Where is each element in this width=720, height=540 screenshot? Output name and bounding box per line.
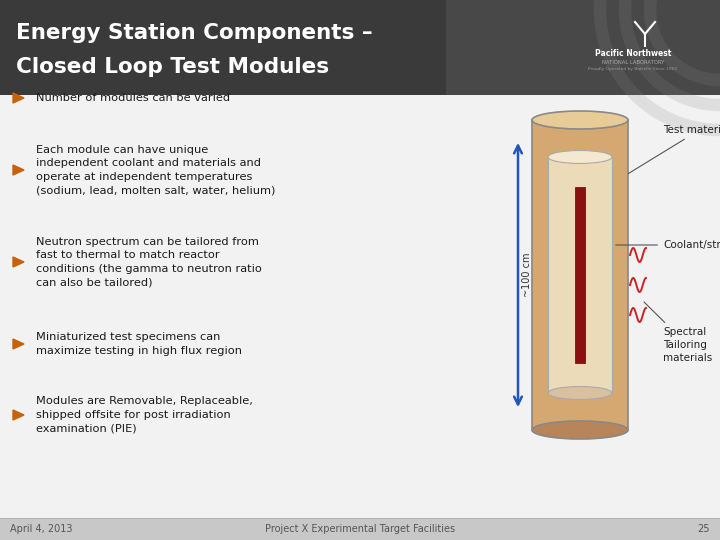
Text: April 4, 2013: April 4, 2013 bbox=[10, 524, 73, 534]
Bar bbox=[575, 187, 585, 363]
Polygon shape bbox=[13, 339, 24, 349]
Text: Modules are Removable, Replaceable,
shipped offsite for post irradiation
examina: Modules are Removable, Replaceable, ship… bbox=[36, 396, 253, 434]
Bar bbox=[446, 0, 720, 95]
Text: Coolant/structure: Coolant/structure bbox=[616, 240, 720, 250]
Text: Proudly Operated by Battelle Since 1965: Proudly Operated by Battelle Since 1965 bbox=[588, 67, 678, 71]
Text: Test materials: Test materials bbox=[629, 125, 720, 173]
Ellipse shape bbox=[532, 111, 628, 129]
Bar bbox=[0, 0, 720, 95]
Text: Project X Experimental Target Facilities: Project X Experimental Target Facilities bbox=[265, 524, 455, 534]
Text: Pacific Northwest: Pacific Northwest bbox=[595, 50, 671, 58]
Polygon shape bbox=[13, 257, 24, 267]
Text: Energy Station Components –: Energy Station Components – bbox=[16, 23, 373, 43]
Text: Miniaturized test specimens can
maximize testing in high flux region: Miniaturized test specimens can maximize… bbox=[36, 332, 242, 356]
Text: Number of modules can be varied: Number of modules can be varied bbox=[36, 93, 230, 103]
Polygon shape bbox=[13, 93, 24, 103]
Ellipse shape bbox=[548, 387, 612, 400]
Polygon shape bbox=[13, 165, 24, 175]
Text: ~100 cm: ~100 cm bbox=[522, 253, 532, 297]
Bar bbox=[0, 518, 720, 540]
Text: NATIONAL LABORATORY: NATIONAL LABORATORY bbox=[602, 59, 664, 64]
Text: Neutron spectrum can be tailored from
fast to thermal to match reactor
condition: Neutron spectrum can be tailored from fa… bbox=[36, 237, 262, 287]
Text: Spectral
Tailoring
materials: Spectral Tailoring materials bbox=[644, 302, 712, 363]
Bar bbox=[532, 120, 628, 430]
Polygon shape bbox=[13, 410, 24, 420]
Bar bbox=[548, 157, 612, 393]
Text: Each module can have unique
independent coolant and materials and
operate at ind: Each module can have unique independent … bbox=[36, 145, 275, 195]
Bar bbox=[0, 95, 720, 518]
Text: Closed Loop Test Modules: Closed Loop Test Modules bbox=[16, 57, 329, 77]
Ellipse shape bbox=[532, 421, 628, 439]
Ellipse shape bbox=[548, 151, 612, 164]
Text: 25: 25 bbox=[698, 524, 710, 534]
